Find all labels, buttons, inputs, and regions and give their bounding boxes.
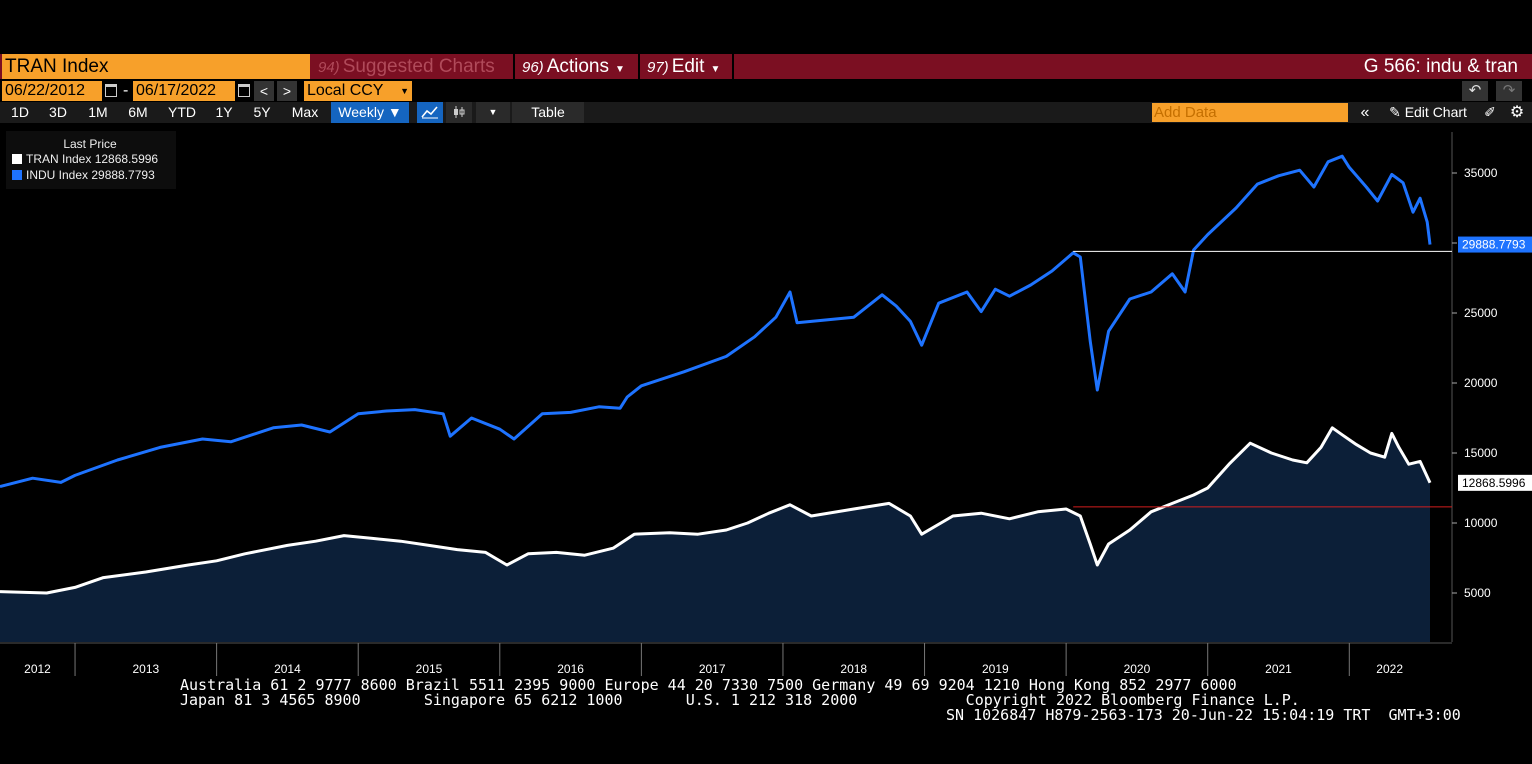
line-chart-icon[interactable] <box>417 102 443 123</box>
x-axis-ticks: 2012 2013 2014 2015 2016 2017 2018 2019 2020 2021… <box>24 643 1403 676</box>
date-separator: - <box>123 82 129 99</box>
caret-down-icon: ▼ <box>400 86 409 96</box>
edit-chart-label: Edit Chart <box>1404 104 1467 120</box>
caret-down-icon: ▼ <box>615 64 625 75</box>
x-tick-label: 2013 <box>132 662 159 676</box>
menu-divider <box>732 54 734 79</box>
range-1d-button[interactable]: 1D <box>11 104 29 120</box>
last-value-labels: 29888.7793 12868.5996 <box>1458 236 1532 491</box>
chart-toolbar: 1D 3D 1M 6M YTD 1Y 5Y Max Weekly ▼ ▼ Tab… <box>0 102 1532 123</box>
collapse-icon[interactable]: « <box>1360 104 1370 121</box>
legend-swatch <box>12 170 22 180</box>
indu-last-value: 29888.7793 <box>1462 238 1526 252</box>
legend-label: TRAN Index 12868.5996 <box>26 152 159 166</box>
footer-serial-line: SN 1026847 H879-2563-173 20-Jun-22 15:04… <box>946 706 1461 724</box>
indu-value-badge <box>1458 236 1532 253</box>
legend-item-tran[interactable]: TRAN Index 12868.5996 <box>12 152 158 167</box>
legend-title: Last Price <box>63 137 117 151</box>
caret-down-icon: ▼ <box>387 104 402 120</box>
menu-label: Actions <box>546 56 609 77</box>
legend-swatch <box>12 154 22 164</box>
y-tick-label: 25000 <box>1464 306 1498 320</box>
chart-axes <box>0 132 1453 644</box>
calendar-icon[interactable] <box>105 84 117 97</box>
y-tick-label: 20000 <box>1464 376 1498 390</box>
range-1m-button[interactable]: 1M <box>88 104 108 120</box>
end-date-field[interactable]: 06/17/2022 <box>133 81 235 101</box>
tran-value-badge <box>1458 474 1532 491</box>
pencil-icon: ✎ <box>1389 104 1401 120</box>
range-3d-button[interactable]: 3D <box>49 104 67 120</box>
ticker-field[interactable]: TRAN Index <box>2 54 310 79</box>
x-tick-label: 2022 <box>1376 662 1403 676</box>
x-tick-label: 2021 <box>1265 662 1292 676</box>
candlestick-icon[interactable] <box>446 102 472 123</box>
footer-contacts-line1: Australia 61 2 9777 8600 Brazil 5511 239… <box>180 676 1237 694</box>
menu-label: Edit <box>671 56 705 77</box>
page-title: G 566: indu & tran <box>1363 56 1518 77</box>
currency-label: Local CCY <box>307 82 384 99</box>
redo-icon[interactable]: ↷ <box>1496 81 1522 101</box>
chart-legend: Last Price TRAN Index 12868.5996 INDU In… <box>6 131 176 189</box>
y-tick-label: 15000 <box>1464 446 1498 460</box>
tran-last-value: 12868.5996 <box>1462 476 1526 490</box>
y-axis-ticks: 5000100001500020000250003000035000 <box>1452 166 1498 600</box>
annotate-icon[interactable]: ✐ <box>1484 104 1496 120</box>
date-range-row: 06/22/2012 - 06/17/2022 < > Local CCY ▼ ↶… <box>0 80 1532 101</box>
range-ytd-button[interactable]: YTD <box>168 104 196 120</box>
range-max-button[interactable]: Max <box>291 104 319 120</box>
menu-number: 94) <box>318 59 340 76</box>
indu-series-line <box>0 154 1432 489</box>
range-1y-button[interactable]: 1Y <box>215 104 233 120</box>
edit-menu[interactable]: 97) Edit ▼ <box>647 54 720 79</box>
legend-item-indu[interactable]: INDU Index 29888.7793 <box>12 168 155 183</box>
x-tick-label: 2014 <box>274 662 301 676</box>
gear-icon[interactable]: ⚙ <box>1509 104 1525 121</box>
menu-divider <box>513 54 515 79</box>
menu-divider <box>638 54 640 79</box>
previous-period-button[interactable]: < <box>254 81 274 101</box>
x-tick-label: 2017 <box>699 662 726 676</box>
x-tick-label: 2012 <box>24 662 51 676</box>
title-bar: TRAN Index 94) Suggested Charts 96) Action… <box>0 54 1532 79</box>
tran-series-line <box>0 426 1432 595</box>
undo-icon[interactable]: ↶ <box>1462 81 1488 101</box>
menu-label: Suggested Charts <box>342 56 495 77</box>
x-tick-label: 2020 <box>1124 662 1151 676</box>
menu-number: 97) <box>647 59 669 76</box>
edit-chart-button[interactable]: ✎ Edit Chart <box>1382 102 1474 123</box>
caret-down-icon: ▼ <box>710 64 721 75</box>
actions-menu[interactable]: 96) Actions ▼ <box>522 54 625 79</box>
add-data-input[interactable]: Add Data <box>1152 103 1348 122</box>
range-6m-button[interactable]: 6M <box>128 104 148 120</box>
frequency-label: Weekly <box>338 104 384 120</box>
currency-select[interactable]: Local CCY ▼ <box>304 81 412 101</box>
caret-down-icon: ▼ <box>488 107 498 117</box>
table-button[interactable]: Table <box>512 102 584 123</box>
tran-series-area <box>0 427 1430 642</box>
chart-type-dropdown[interactable]: ▼ <box>476 102 510 123</box>
next-period-button[interactable]: > <box>277 81 297 101</box>
legend-label: INDU Index 29888.7793 <box>26 168 155 182</box>
x-tick-label: 2016 <box>557 662 584 676</box>
x-tick-label: 2018 <box>840 662 867 676</box>
y-tick-label: 5000 <box>1464 586 1491 600</box>
y-tick-label: 35000 <box>1464 166 1498 180</box>
range-5y-button[interactable]: 5Y <box>253 104 271 120</box>
x-tick-label: 2015 <box>416 662 443 676</box>
start-date-field[interactable]: 06/22/2012 <box>2 81 102 101</box>
y-tick-label: 10000 <box>1464 516 1498 530</box>
frequency-select[interactable]: Weekly ▼ <box>331 102 409 123</box>
menu-number: 96) <box>522 59 544 76</box>
calendar-icon[interactable] <box>238 84 250 97</box>
footer-contacts-line2: Japan 81 3 4565 8900 Singapore 65 6212 1… <box>180 691 1300 709</box>
suggested-charts-menu[interactable]: 94) Suggested Charts <box>318 54 495 79</box>
x-tick-label: 2019 <box>982 662 1009 676</box>
